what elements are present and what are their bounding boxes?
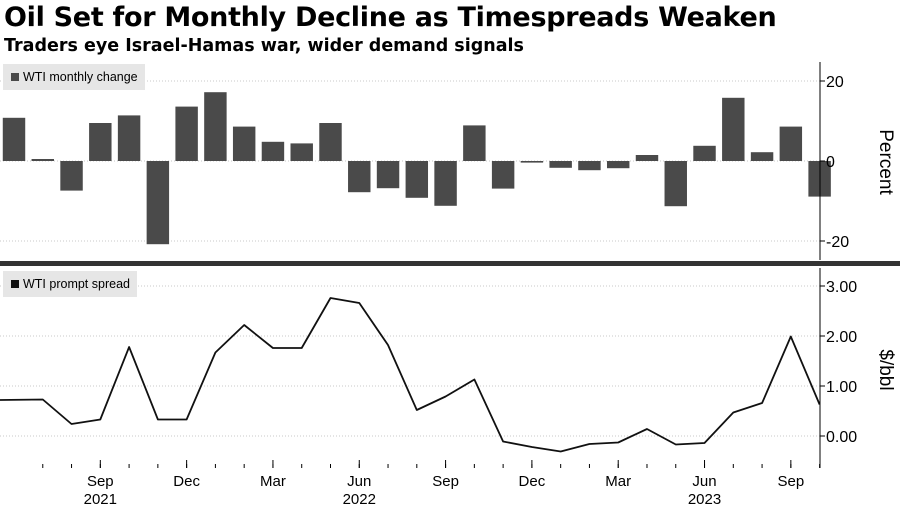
x-year-label: 2023 <box>688 491 721 508</box>
bar <box>290 143 313 161</box>
bar <box>348 161 371 193</box>
bar <box>520 161 544 163</box>
bar <box>89 123 112 161</box>
monthly-change-bars <box>2 92 831 245</box>
x-month-label: Sep <box>432 473 459 490</box>
prompt-spread-line <box>0 297 821 453</box>
top-y-tick-label: 0 <box>826 154 835 171</box>
bar <box>779 126 803 161</box>
bar <box>204 92 227 161</box>
x-year-label: 2022 <box>343 491 376 508</box>
bar <box>606 161 630 169</box>
top-y-tick-label: 20 <box>826 74 844 91</box>
bar <box>232 126 256 161</box>
bar <box>175 106 198 161</box>
bar <box>319 123 342 161</box>
bar <box>664 161 687 207</box>
bar <box>376 161 400 189</box>
bar <box>578 161 601 171</box>
x-month-label: Dec <box>173 473 200 490</box>
bar <box>31 159 54 161</box>
bottom-y-tick-label: 3.00 <box>826 279 857 296</box>
y-tick-labels: 20 0 -20 3.00 2.00 1.00 0.00 <box>826 74 857 446</box>
bar <box>635 155 659 161</box>
bar <box>463 125 486 161</box>
top-y-axis-title: Percent <box>875 129 896 195</box>
bottom-y-tick-label: 2.00 <box>826 329 857 346</box>
spread-series-line <box>0 297 821 453</box>
legend-monthly-change: WTI monthly change <box>3 64 145 90</box>
bar <box>2 117 26 161</box>
x-month-label: Sep <box>87 473 114 490</box>
x-year-label: 2021 <box>84 491 117 508</box>
legend-prompt-spread: WTI prompt spread <box>3 271 137 297</box>
legend-label-monthly-change: WTI monthly change <box>23 70 138 84</box>
chart-subtitle: Traders eye Israel-Hamas war, wider dema… <box>4 36 524 56</box>
x-month-label: Mar <box>605 473 631 490</box>
legend-label-prompt-spread: WTI prompt spread <box>23 277 130 291</box>
bar <box>261 141 285 161</box>
x-month-label: Sep <box>777 473 804 490</box>
bar <box>434 161 457 206</box>
bar <box>405 161 429 198</box>
legend-swatch-line <box>11 280 19 288</box>
bar <box>491 161 515 189</box>
chart-axes <box>0 62 900 468</box>
bar <box>60 161 83 191</box>
bottom-y-tick-label: 1.00 <box>826 379 857 396</box>
x-month-label: Jun <box>347 473 371 490</box>
x-month-label: Dec <box>519 473 546 490</box>
bar <box>722 97 745 161</box>
x-month-label: Jun <box>692 473 716 490</box>
x-month-label: Mar <box>260 473 286 490</box>
bottom-y-axis-title: $/bbl <box>875 349 896 390</box>
bar <box>693 145 716 161</box>
bar <box>146 161 170 245</box>
legend-swatch-bars <box>11 73 19 81</box>
panel-divider <box>0 261 900 266</box>
bar <box>549 161 572 168</box>
bar <box>750 152 774 161</box>
chart-title: Oil Set for Monthly Decline as Timesprea… <box>4 2 777 33</box>
top-y-tick-label: -20 <box>826 234 849 251</box>
bottom-y-tick-label: 0.00 <box>826 429 857 446</box>
bar <box>117 115 141 161</box>
